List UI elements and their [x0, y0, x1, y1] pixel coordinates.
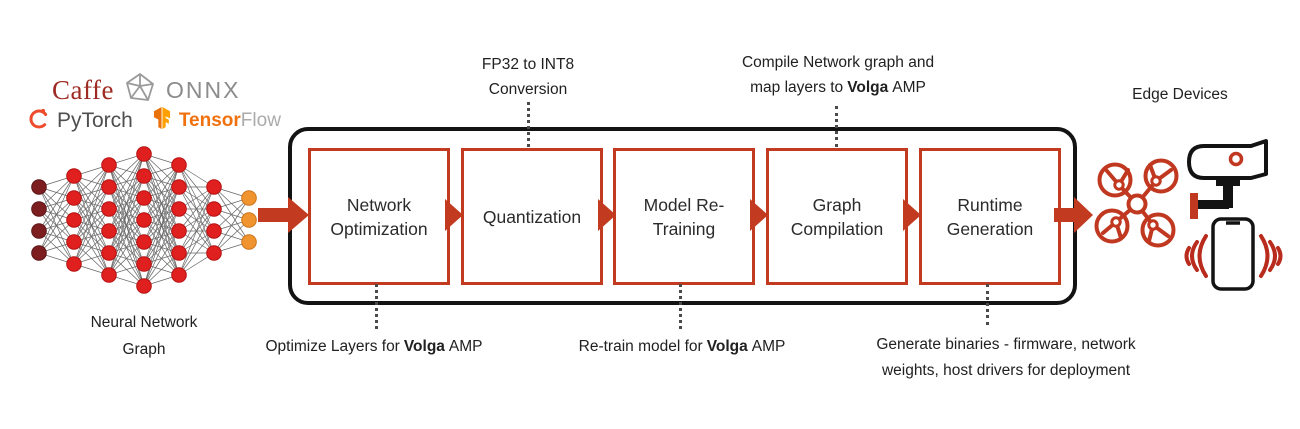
output-arrow-icon: [1054, 197, 1093, 233]
tensorflow-logo-light: Flow: [240, 109, 281, 131]
edge-devices-icons: [1094, 139, 1283, 291]
framework-logos-row2: PyTorch TensorFlow: [27, 106, 281, 135]
smartphone-icon: [1211, 217, 1255, 291]
framework-logos-row1: Caffe ONNX: [52, 72, 240, 109]
stage-label: Graph Compilation: [790, 194, 884, 239]
annotation-text: Re-train model for: [578, 338, 703, 355]
annotation-line: weights, host drivers for deployment: [881, 362, 1131, 379]
annotation-line: Generate binaries - firmware, network: [876, 336, 1136, 353]
stage-graph-compilation: Graph Compilation: [766, 148, 908, 285]
pytorch-logo: PyTorch: [57, 108, 133, 132]
brand-name: Volga: [847, 79, 889, 96]
brand-name: Volga: [706, 338, 748, 355]
stage-arrow-icon: [598, 199, 616, 231]
dotted-connector: [986, 284, 989, 325]
dotted-connector: [679, 284, 682, 329]
annotation-line: map layers to Volga AMP: [708, 75, 968, 100]
stage-arrow-icon: [903, 199, 921, 231]
dotted-connector: [835, 106, 838, 147]
stage-quantization: Quantization: [461, 148, 603, 285]
dotted-connector: [527, 102, 530, 147]
stage-runtime-generation: Runtime Generation: [919, 148, 1061, 285]
onnx-icon: [124, 72, 156, 109]
onnx-logo: ONNX: [165, 77, 241, 103]
stage-label: Quantization: [482, 206, 582, 227]
signal-waves-icon: [1184, 234, 1283, 278]
input-label-line1: Neural Network: [90, 314, 198, 331]
annotation-line: Compile Network graph and: [741, 54, 935, 71]
brand-name: Volga: [403, 338, 445, 355]
stage-arrow-icon: [750, 199, 768, 231]
annotation-compile-map: Compile Network graph and map layers to V…: [708, 50, 968, 100]
annotation-retrain-model: Re-train model for Volga AMP: [552, 334, 812, 359]
dotted-connector: [375, 284, 378, 329]
annotation-line: Conversion: [488, 81, 568, 98]
neural-network-graph: [31, 146, 257, 294]
tensorflow-icon: [151, 106, 173, 135]
tensorflow-logo-bold: Tensor: [178, 109, 241, 131]
stage-label: Model Re-Training: [643, 194, 725, 239]
input-arrow-icon: [258, 197, 309, 233]
stage-model-retraining: Model Re-Training: [613, 148, 755, 285]
annotation-text: Optimize Layers for: [265, 338, 400, 355]
drone-icon: [1094, 158, 1179, 248]
stage-network-optimization: Network Optimization: [308, 148, 450, 285]
security-camera-icon: [1187, 139, 1268, 219]
annotation-text: AMP: [751, 338, 786, 355]
stage-label: Network Optimization: [330, 194, 428, 239]
annotation-optimize-layers: Optimize Layers for Volga AMP: [244, 334, 504, 359]
annotation-text: AMP: [892, 79, 926, 96]
caffe-logo: Caffe: [52, 75, 114, 105]
tensorflow-logo: TensorFlow: [179, 110, 281, 132]
stage-label: Runtime Generation: [946, 194, 1034, 239]
annotation-fp32-int8: FP32 to INT8 Conversion: [428, 52, 628, 102]
annotation-text: map layers to: [750, 79, 844, 96]
annotation-text: AMP: [448, 338, 483, 355]
output-label: Edge Devices: [1132, 86, 1228, 103]
annotation-line: FP32 to INT8: [481, 56, 575, 73]
input-label: Neural Network Graph: [58, 309, 230, 363]
annotation-generate-binaries: Generate binaries - firmware, network we…: [850, 332, 1162, 384]
pytorch-icon: [27, 106, 51, 135]
stage-arrow-icon: [445, 199, 463, 231]
input-label-line2: Graph: [122, 341, 166, 358]
